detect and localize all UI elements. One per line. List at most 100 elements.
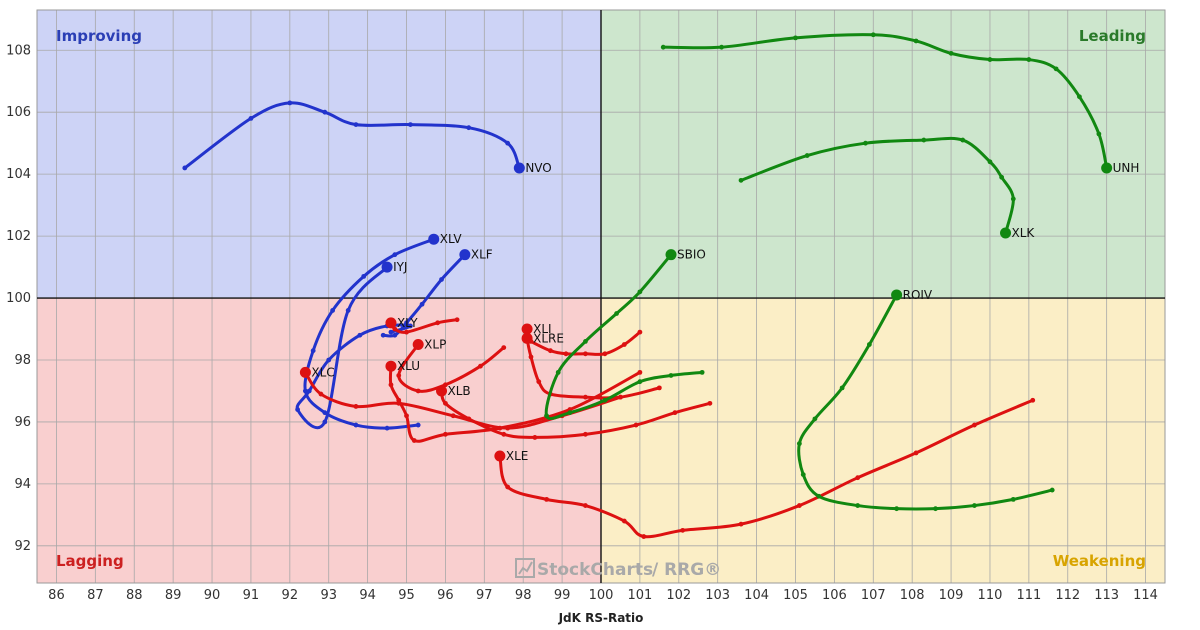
x-tick-label: 108 bbox=[900, 588, 925, 603]
trail-point bbox=[960, 137, 966, 143]
trail-point bbox=[972, 503, 977, 508]
x-tick-label: 90 bbox=[204, 588, 221, 603]
trail-nvo: NVO bbox=[182, 100, 552, 175]
trail-point bbox=[987, 159, 993, 165]
trail-point bbox=[396, 400, 402, 406]
watermark-product: / RRG® bbox=[652, 560, 721, 580]
trail-point bbox=[466, 125, 472, 131]
x-tick-label: 106 bbox=[822, 588, 847, 603]
quadrant-label-leading: Leading bbox=[1079, 27, 1146, 45]
trail-point bbox=[913, 450, 919, 456]
trail-point bbox=[583, 394, 588, 400]
trail-xlre: XLRE bbox=[521, 329, 643, 357]
trail-point bbox=[528, 354, 534, 360]
x-tick-label: 94 bbox=[359, 588, 376, 603]
center-lines bbox=[37, 10, 1165, 583]
trail-point bbox=[621, 342, 627, 347]
trail-point bbox=[637, 369, 643, 375]
quadrant-improving bbox=[37, 10, 601, 299]
trail-point bbox=[380, 332, 386, 338]
quadrant-lagging bbox=[37, 298, 601, 583]
x-tick-label: 112 bbox=[1055, 588, 1080, 603]
trail-point bbox=[583, 503, 588, 508]
trail-point bbox=[614, 311, 619, 316]
x-tick-label: 113 bbox=[1094, 588, 1119, 603]
x-tick-label: 88 bbox=[126, 588, 143, 603]
quadrant-labels: Improving Leading Lagging Weakening bbox=[56, 27, 1146, 570]
trail-point bbox=[800, 472, 806, 477]
trail-point bbox=[353, 122, 359, 127]
trail-label-xlp: XLP bbox=[424, 338, 446, 352]
trail-label-xli: XLI bbox=[533, 322, 551, 336]
quadrant-backgrounds bbox=[37, 10, 1165, 583]
trail-sbio: SBIO bbox=[544, 248, 706, 420]
trail-point bbox=[392, 252, 398, 258]
trail-point bbox=[353, 404, 359, 409]
head-point-xlk bbox=[1000, 227, 1012, 239]
trail-point bbox=[948, 50, 954, 56]
trail-point bbox=[972, 422, 977, 428]
trail-point bbox=[384, 425, 390, 431]
watermark: StockCharts / RRG® bbox=[515, 558, 721, 580]
trail-point bbox=[287, 100, 293, 106]
trail-point bbox=[505, 425, 511, 431]
trail-point bbox=[656, 385, 662, 391]
trail-label-xlc: XLC bbox=[311, 365, 334, 379]
trail-point bbox=[361, 273, 367, 279]
y-tick-label: 92 bbox=[14, 539, 31, 554]
trail-point bbox=[602, 397, 608, 403]
trail-point bbox=[415, 422, 421, 428]
x-tick-label: 107 bbox=[861, 588, 886, 603]
x-tick-label: 87 bbox=[87, 588, 104, 603]
quadrant-leading bbox=[601, 10, 1165, 299]
trail-point bbox=[1026, 57, 1032, 62]
trail-point bbox=[719, 44, 724, 50]
quadrant-label-lagging: Lagging bbox=[56, 552, 124, 570]
trail-point bbox=[302, 388, 308, 394]
x-tick-label: 97 bbox=[476, 588, 493, 603]
trail-point bbox=[326, 357, 332, 363]
trail-point bbox=[913, 38, 919, 44]
trail-point bbox=[621, 518, 627, 524]
head-point-nvo bbox=[513, 162, 525, 174]
trail-point bbox=[357, 332, 363, 338]
trail-point bbox=[345, 308, 351, 313]
trail-point bbox=[812, 416, 818, 422]
trail-point bbox=[1096, 131, 1102, 137]
y-tick-label: 104 bbox=[6, 167, 31, 182]
trail-point bbox=[738, 177, 744, 183]
head-point-xlu bbox=[385, 360, 397, 372]
trail-point bbox=[866, 342, 872, 347]
trail-label-sbio: SBIO bbox=[677, 248, 706, 262]
trail-point bbox=[388, 329, 394, 335]
trail-point bbox=[466, 416, 472, 422]
trail-point bbox=[699, 369, 705, 375]
axis-ticks: 86 87 88 89 90 91 92 93 94 95 96 97 98 99 100 101 102 103… bbox=[6, 43, 1158, 603]
trail-label-xlb: XLB bbox=[448, 384, 471, 398]
x-tick-label: 110 bbox=[978, 588, 1003, 603]
trail-label-nvo: NVO bbox=[525, 161, 551, 175]
trail-point bbox=[796, 441, 802, 447]
x-tick-label: 104 bbox=[744, 588, 769, 603]
trail-point bbox=[668, 373, 674, 378]
trail-point bbox=[641, 534, 647, 539]
x-tick-label: 100 bbox=[589, 588, 614, 603]
x-tick-label: 105 bbox=[783, 588, 808, 603]
trail-point bbox=[870, 32, 876, 38]
trail-label-roiv: ROIV bbox=[903, 288, 933, 302]
trail-unh: UNH bbox=[660, 32, 1139, 175]
trail-xlk: XLK bbox=[738, 136, 1035, 240]
trail-point bbox=[602, 351, 608, 357]
trail-point bbox=[415, 388, 421, 394]
trail-point bbox=[804, 153, 810, 158]
x-tick-label: 89 bbox=[165, 588, 182, 603]
trail-point bbox=[392, 326, 398, 332]
trail-xlf: XLF bbox=[380, 248, 493, 338]
x-tick-label: 114 bbox=[1133, 588, 1158, 603]
head-point-xly bbox=[385, 317, 397, 329]
trail-xlu: XLU bbox=[385, 359, 643, 443]
trail-point bbox=[680, 527, 686, 533]
trail-point bbox=[1030, 397, 1036, 403]
y-tick-label: 96 bbox=[14, 415, 31, 430]
trail-point bbox=[501, 431, 507, 437]
